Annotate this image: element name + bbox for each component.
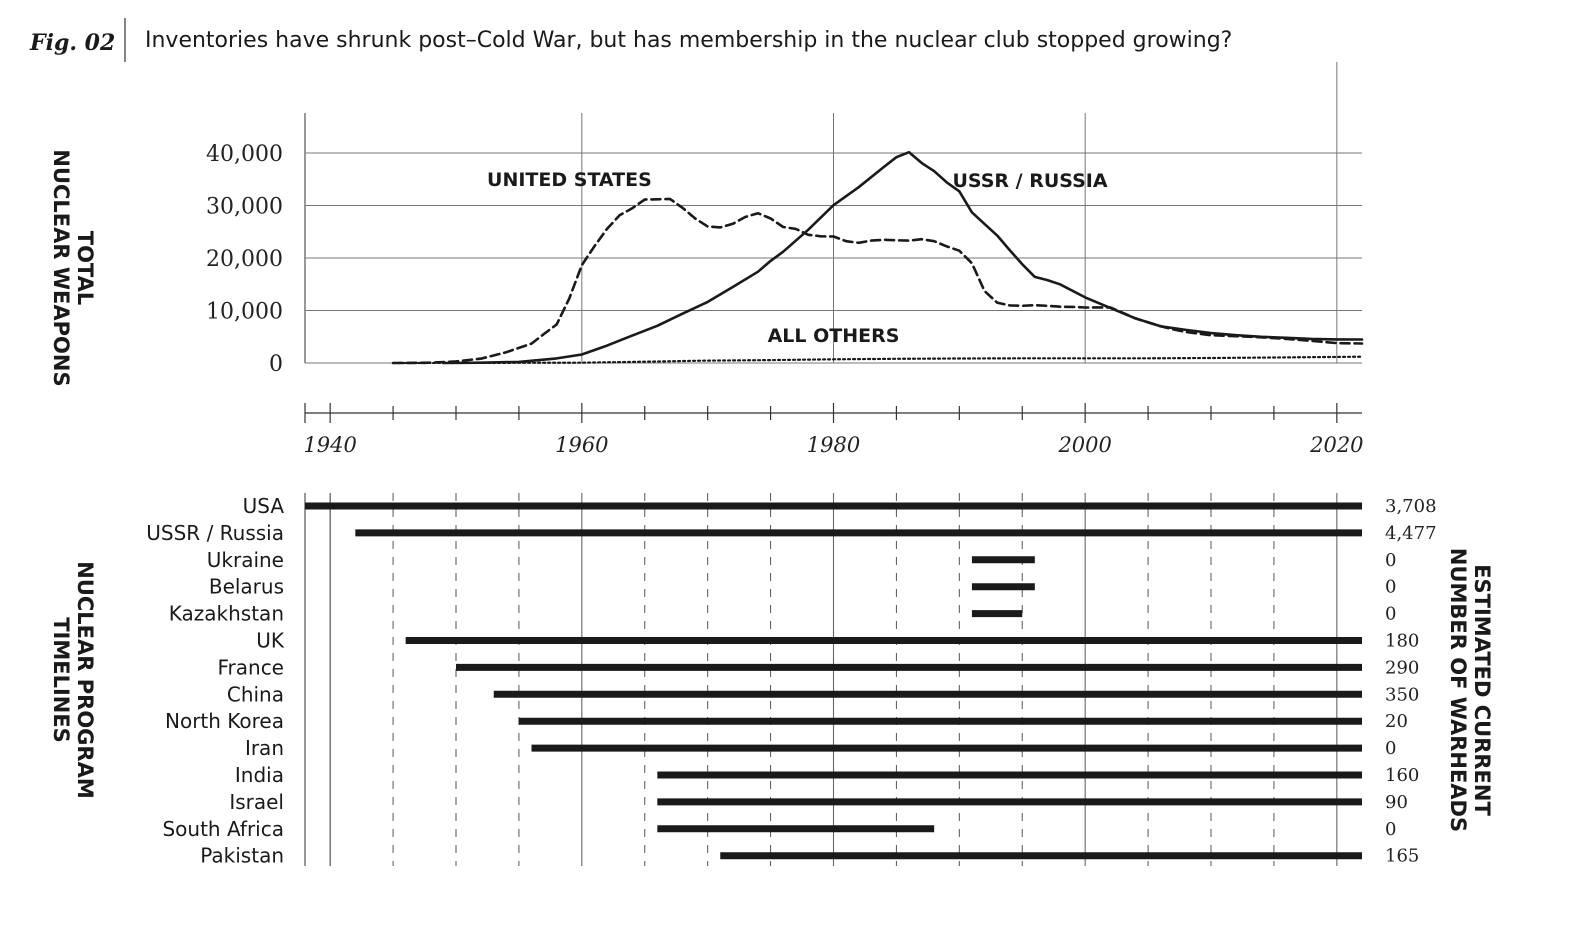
timeline-grid [304,493,1338,866]
top-x-tick-label: 1960 [555,433,608,457]
timeline-warhead-count: 90 [1385,792,1408,813]
timeline-country-label: Pakistan [200,844,284,868]
top-y-tick-label: 40,000 [206,142,283,167]
timeline-country-label: UK [256,629,285,653]
timeline-warhead-count: 20 [1385,711,1408,732]
timeline-warhead-count: 160 [1385,765,1419,786]
timeline-left-label-line2: TIMELINES [49,617,73,743]
timeline-warhead-count: 0 [1385,577,1396,598]
timeline-country-names: USA USSR / Russia Ukraine Belarus Kazakhstan… [146,494,285,868]
top-chart-x-axis: 1940 1960 1980 2000 2020 [303,403,1364,457]
timeline-country-label: Israel [229,790,284,814]
timeline-warhead-count: 4,477 [1385,523,1437,544]
top-chart-grid [304,62,1362,364]
top-ylabel-line2: NUCLEAR WEAPONS [49,149,73,386]
timeline-country-label: France [217,655,284,679]
top-chart-y-ticks: 0 10,000 20,000 30,000 40,000 [206,142,283,377]
timeline-right-label-line1: ESTIMATED CURRENT [1470,564,1494,816]
series-line-united-states [391,197,1364,365]
timeline-warhead-counts: 3,708 4,477 0 0 0 180 290 350 20 0 160 90 0 165 [1385,496,1437,867]
top-x-tick-label: 2020 [1309,433,1363,457]
timeline-warhead-count: 290 [1385,657,1419,678]
program-timelines-chart: USA USSR / Russia Ukraine Belarus Kazakhstan… [49,493,1494,868]
top-chart-series-labels: UNITED STATES USSR / RUSSIA ALL OTHERS [487,169,1108,347]
series-label: USSR / RUSSIA [952,170,1107,192]
timeline-warhead-count: 3,708 [1385,496,1437,517]
timeline-country-label: India [235,763,284,787]
timeline-country-label: USSR / Russia [146,521,284,545]
timeline-country-label: Kazakhstan [169,602,284,626]
timeline-country-label: Ukraine [207,548,284,572]
timeline-country-label: Iran [245,736,284,760]
timeline-country-label: China [227,682,284,706]
timeline-right-label-line2: NUMBER OF WARHEADS [1446,548,1470,832]
series-label: UNITED STATES [487,169,652,191]
figure-title: Inventories have shrunk post–Cold War, b… [145,28,1232,53]
timeline-warhead-count: 0 [1385,604,1396,625]
top-ylabel-line1: TOTAL [73,231,97,306]
timeline-warhead-count: 165 [1385,846,1419,867]
timeline-country-label: Belarus [209,575,284,599]
total-weapons-line-chart: 0 10,000 20,000 30,000 40,000 1940 1960 1980 20… [49,62,1364,457]
timeline-country-label: USA [243,494,285,518]
top-x-tick-label: 1980 [807,433,860,457]
top-y-tick-label: 0 [269,352,283,377]
timeline-warhead-count: 0 [1385,738,1396,759]
top-x-tick-label: 1940 [303,433,356,457]
timeline-bars [305,502,1362,860]
series-label: ALL OTHERS [768,325,900,347]
top-x-tick-label: 2000 [1057,433,1111,457]
timeline-warhead-count: 0 [1385,550,1396,571]
timeline-left-label-line1: NUCLEAR PROGRAM [73,561,97,798]
timeline-country-label: North Korea [165,709,284,733]
top-chart-series [391,150,1364,365]
top-y-tick-label: 30,000 [206,195,283,220]
timeline-country-label: South Africa [162,817,284,841]
timeline-warhead-count: 350 [1385,684,1419,705]
figure-label: Fig. 02 [29,30,115,56]
series-line-ussr-russia [442,150,1364,365]
timeline-warhead-count: 0 [1385,819,1396,840]
timeline-warhead-count: 180 [1385,631,1419,652]
top-y-tick-label: 20,000 [206,247,283,272]
top-y-tick-label: 10,000 [206,300,283,325]
series-line-all-others [392,355,1364,365]
